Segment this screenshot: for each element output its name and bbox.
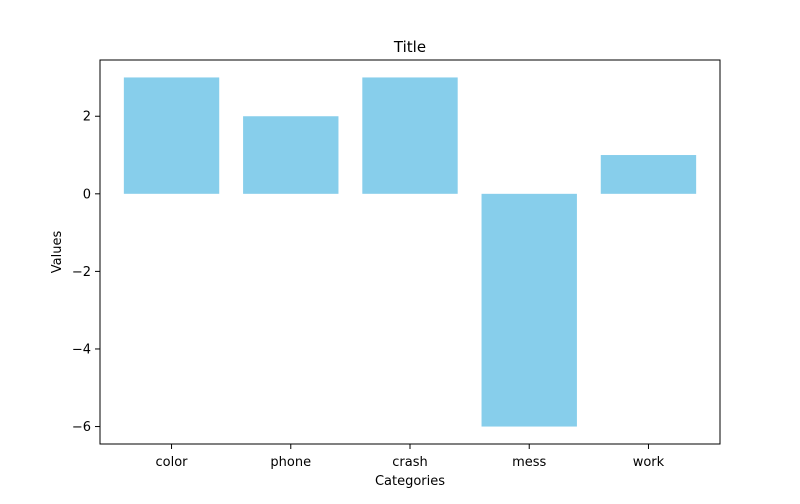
y-tick-label: −2 xyxy=(72,265,91,280)
bar-crash xyxy=(362,77,458,194)
bar-color xyxy=(123,77,220,194)
x-tick-label-color: color xyxy=(156,455,189,470)
bar-mess xyxy=(481,193,577,427)
y-tick-label: 2 xyxy=(83,110,91,125)
y-tick-label: −4 xyxy=(72,342,91,357)
bar-phone xyxy=(243,116,339,194)
x-tick-label-mess: mess xyxy=(512,455,546,470)
x-axis-label: Categories xyxy=(375,474,445,489)
y-tick-label: 0 xyxy=(83,187,91,202)
bars-layer xyxy=(123,77,697,427)
x-tick-label-work: work xyxy=(633,455,665,470)
plot-area-frame xyxy=(99,59,721,445)
y-axis-ticks: −6 −4 −2 0 2 xyxy=(72,110,100,435)
bar-work xyxy=(600,155,697,194)
y-axis-label: Values xyxy=(50,231,65,274)
x-tick-label-phone: phone xyxy=(270,455,311,470)
x-axis-ticks: color phone crash mess work xyxy=(156,444,665,470)
x-tick-label-crash: crash xyxy=(392,455,427,470)
y-tick-label: −6 xyxy=(72,420,91,435)
chart-title: Title xyxy=(393,38,426,56)
